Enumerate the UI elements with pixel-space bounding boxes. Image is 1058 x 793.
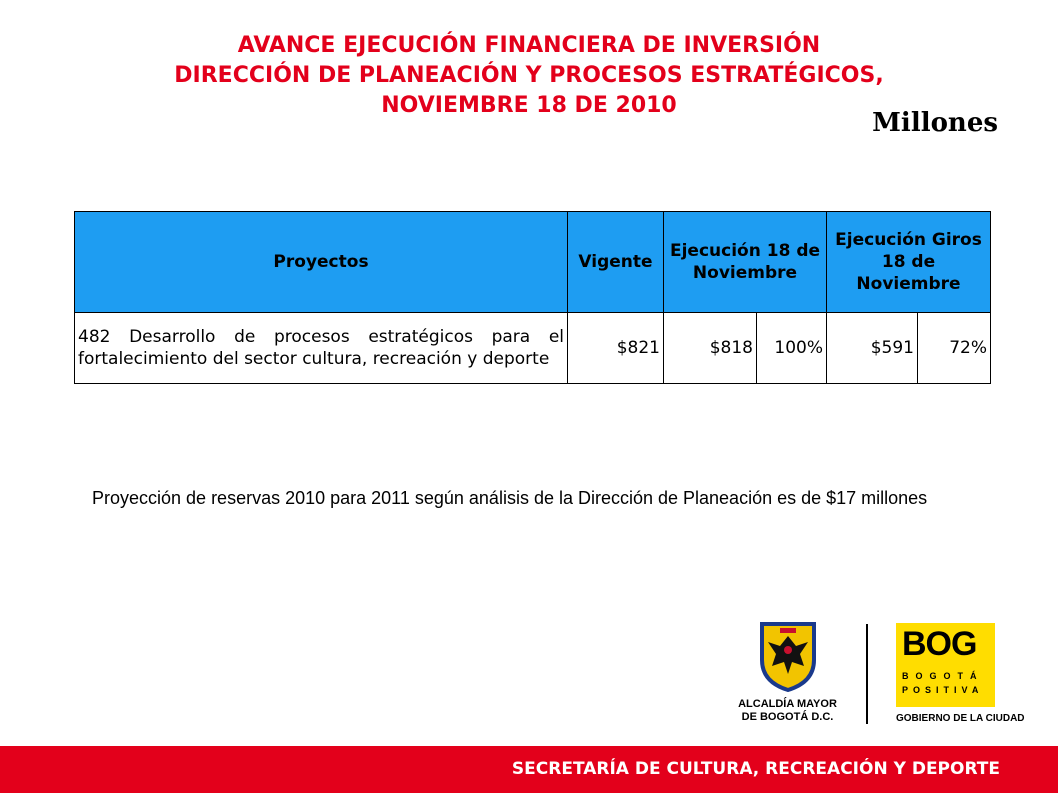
header-ejecucion: Ejecución 18 de Noviembre: [663, 211, 827, 313]
title-line-3: NOVIEMBRE 18 DE 2010: [381, 93, 677, 118]
alcaldia-line-1: ALCALDÍA MAYOR: [738, 698, 837, 710]
bog-logo: BOG BOGOTÁ POSITIVA GOBIERNO DE LA CIUDA…: [896, 623, 1025, 724]
header-giros: Ejecución Giros 18 de Noviembre: [825, 211, 992, 313]
bog-subtitle-2: POSITIVA: [902, 685, 984, 695]
cell-giros-valor: $591: [826, 312, 918, 384]
footer-text: SECRETARÍA DE CULTURA, RECREACIÓN Y DEPO…: [511, 759, 1000, 779]
bog-subtitle-1: BOGOTÁ: [902, 671, 984, 681]
cell-ejecucion-pct: 100%: [756, 312, 827, 384]
bog-mark: BOG: [902, 625, 977, 663]
budget-table: Proyectos Vigente Ejecución 18 de Noviem…: [74, 211, 992, 384]
header-proyectos: Proyectos: [74, 211, 568, 313]
alcaldia-logo: ALCALDÍA MAYOR DE BOGOTÁ D.C.: [720, 620, 855, 724]
bog-logo-box: BOG BOGOTÁ POSITIVA: [896, 623, 995, 707]
reserves-note: Proyección de reservas 2010 para 2011 se…: [92, 488, 928, 508]
table-header-row: Proyectos Vigente Ejecución 18 de Noviem…: [74, 211, 992, 313]
header-vigente: Vigente: [567, 211, 664, 313]
coat-of-arms-icon: [759, 622, 816, 693]
cell-giros-pct: 72%: [916, 312, 992, 384]
cell-ejecucion-valor: $818: [663, 312, 757, 384]
alcaldia-line-2: DE BOGOTÁ D.C.: [741, 711, 834, 723]
footer-bar: SECRETARÍA DE CULTURA, RECREACIÓN Y DEPO…: [0, 746, 1058, 793]
title-line-1: AVANCE EJECUCIÓN FINANCIERA DE INVERSIÓN: [237, 33, 821, 58]
bog-government-label: GOBIERNO DE LA CIUDAD: [896, 713, 1025, 724]
cell-vigente: $821: [567, 312, 664, 384]
logo-divider: [866, 624, 868, 724]
title-line-2: DIRECCIÓN DE PLANEACIÓN Y PROCESOS ESTRA…: [174, 63, 884, 88]
page-title: AVANCE EJECUCIÓN FINANCIERA DE INVERSIÓN…: [0, 31, 1058, 121]
cell-proyecto: 482 Desarrollo de procesos estratégicos …: [74, 312, 568, 384]
table-row: 482 Desarrollo de procesos estratégicos …: [74, 312, 992, 384]
units-label: Millones: [872, 108, 998, 138]
logos-area: ALCALDÍA MAYOR DE BOGOTÁ D.C. BOG BOGOTÁ…: [720, 620, 1025, 730]
